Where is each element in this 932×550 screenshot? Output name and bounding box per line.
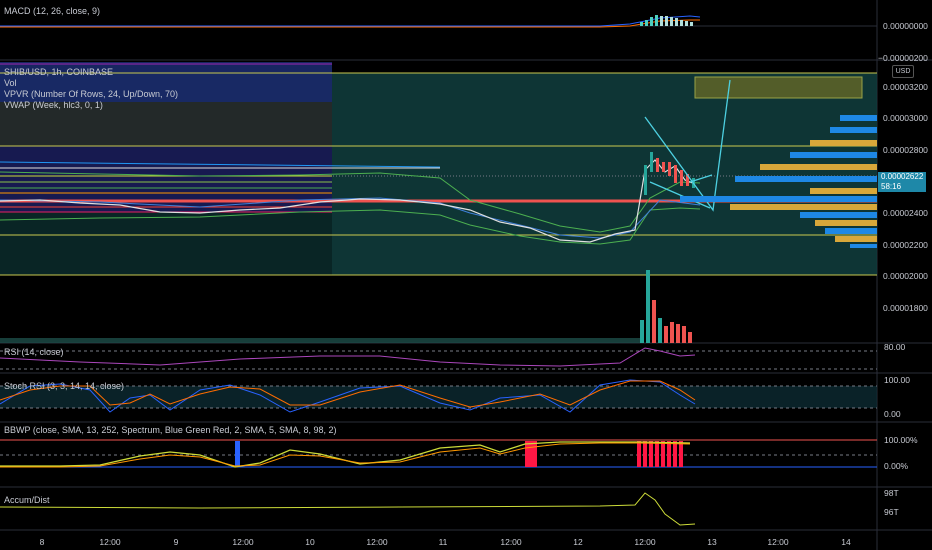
main-title: SHIB/USD, 1h, COINBASE — [4, 67, 114, 77]
price-axis-6: 0.00001800 — [883, 303, 928, 313]
accum-title[interactable]: Accum/Dist — [4, 495, 50, 505]
stoch-axis-1: 0.00 — [884, 409, 901, 419]
stoch-title[interactable]: Stoch RSI (3, 3, 14, 14, close) — [4, 381, 125, 391]
bbwp-title[interactable]: BBWP (close, SMA, 13, 252, Spectrum, Blu… — [4, 425, 337, 435]
drawing-lines — [644, 79, 731, 212]
macd-axis-1: −0.00000200 — [878, 53, 928, 63]
stoch-pane — [0, 379, 877, 413]
price-axis-3: 0.00002400 — [883, 208, 928, 218]
price-line — [0, 159, 696, 243]
rsi-axis-0: 80.00 — [884, 342, 906, 352]
bar-countdown: 58:16 — [881, 182, 902, 191]
bbwp-axis-1: 0.00% — [884, 461, 909, 471]
price-axis-2: 0.00002800 — [883, 145, 928, 155]
rsi-title[interactable]: RSI (14, close) — [4, 347, 64, 357]
accum-pane — [0, 492, 696, 526]
time-tick: 12:00 — [767, 537, 789, 547]
lower-band — [0, 207, 701, 245]
upper-band — [0, 171, 701, 233]
overlay-vpvr[interactable]: VPVR (Number Of Rows, 24, Up/Down, 70) — [4, 89, 179, 99]
time-tick: 12 — [573, 537, 583, 547]
time-tick: 12:00 — [634, 537, 656, 547]
overlay-vol[interactable]: Vol — [4, 78, 17, 88]
time-tick: 10 — [305, 537, 315, 547]
bbwp-axis-0: 100.00% — [884, 435, 918, 445]
last-price-tag: 0.00002622 58:16 — [878, 172, 926, 192]
overlay-vwap[interactable]: VWAP (Week, hlc3, 0, 1) — [4, 100, 103, 110]
time-tick: 9 — [173, 537, 179, 547]
time-tick: 14 — [841, 537, 851, 547]
price-axis-1: 0.00003000 — [883, 113, 928, 123]
time-tick: 12:00 — [99, 537, 121, 547]
bbwp-pane — [0, 439, 877, 468]
vpvr-histogram — [680, 115, 877, 248]
time-tick: 8 — [39, 537, 45, 547]
currency-button[interactable]: USD — [892, 65, 914, 78]
rsi-pane — [0, 347, 877, 370]
macd-title: MACD (12, 26, close, 9) — [4, 6, 101, 16]
accum-axis-0: 98T — [884, 488, 899, 498]
time-tick: 12:00 — [500, 537, 522, 547]
accum-axis-1: 96T — [884, 507, 899, 517]
price-axis-0: 0.00003200 — [883, 82, 928, 92]
macd-pane — [0, 15, 877, 28]
price-axis-4: 0.00002200 — [883, 240, 928, 250]
volume-bars — [0, 270, 692, 343]
stoch-axis-0: 100.00 — [884, 375, 910, 385]
time-tick: 11 — [438, 537, 448, 547]
price-axis-5: 0.00002000 — [883, 271, 928, 281]
basis-line — [0, 197, 701, 239]
last-price: 0.00002622 — [881, 172, 924, 181]
macd-axis-0: 0.00000000 — [883, 21, 928, 31]
time-tick: 13 — [707, 537, 717, 547]
time-tick: 12:00 — [366, 537, 388, 547]
time-tick: 12:00 — [232, 537, 254, 547]
